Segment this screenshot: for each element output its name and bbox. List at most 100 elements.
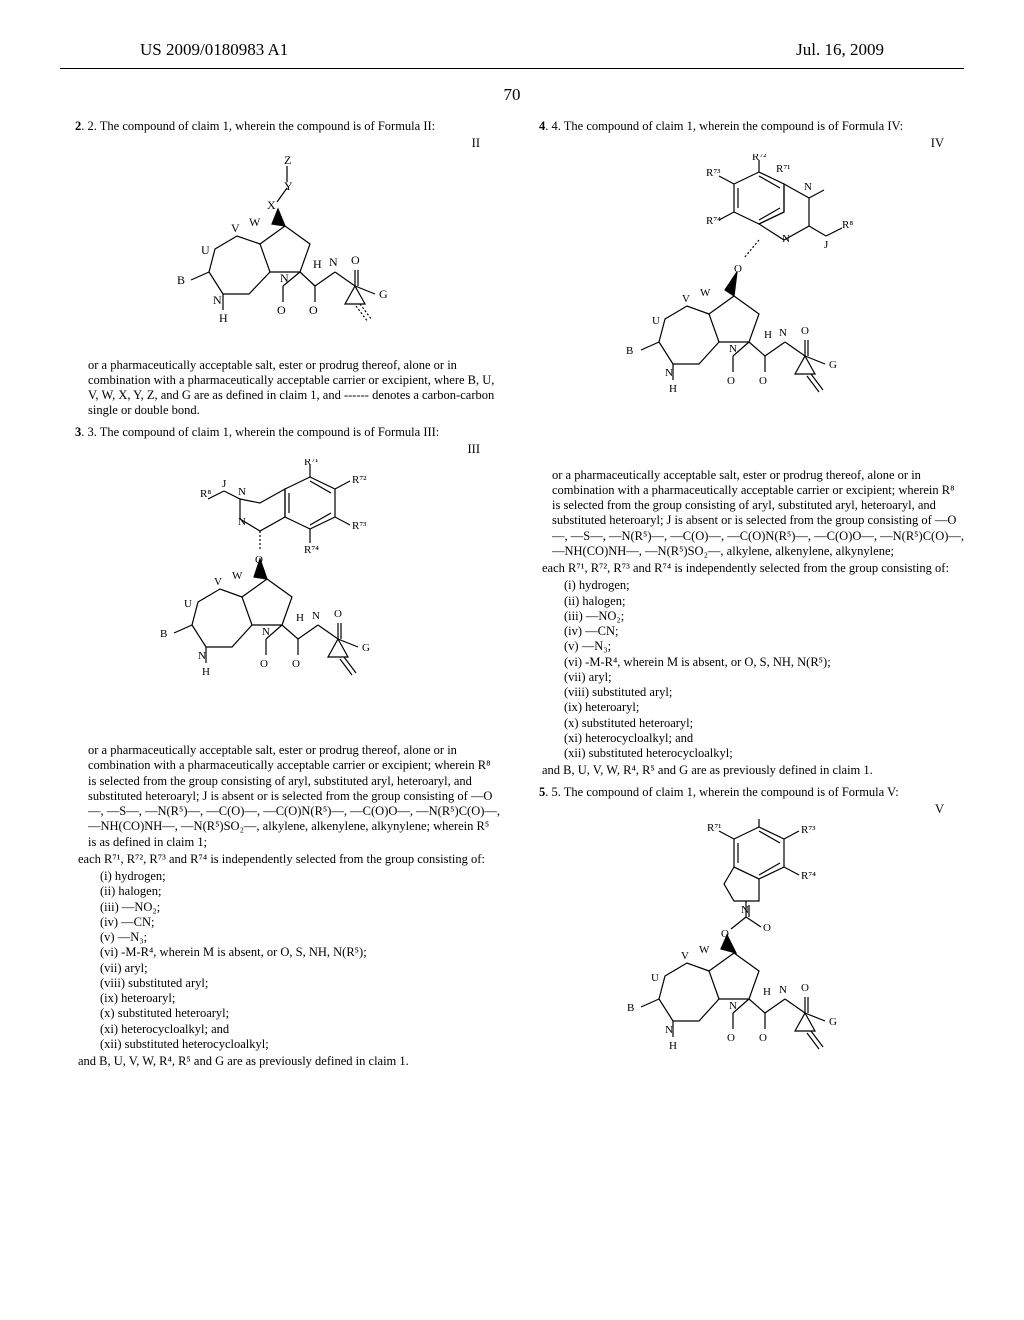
svg-text:N: N <box>312 610 320 622</box>
item: (x) substituted heteroaryl; <box>100 1006 500 1021</box>
item: (ix) heteroaryl; <box>100 991 500 1006</box>
svg-text:N: N <box>329 255 338 269</box>
patent-page: US 2009/0180983 A1 Jul. 16, 2009 70 2. 2… <box>0 0 1024 1093</box>
svg-text:O: O <box>255 554 263 566</box>
svg-text:V: V <box>214 576 222 588</box>
formula-2-svg: Z Y X V W U B H N N H N O O O <box>165 154 395 354</box>
formula-4-label: IV <box>524 136 964 151</box>
item: (iv) —CN; <box>564 624 964 639</box>
svg-text:N: N <box>213 293 222 307</box>
claim-4-body3: and B, U, V, W, R⁴, R⁵ and G are as prev… <box>542 763 964 778</box>
two-columns: 2. 2. The compound of claim 1, wherein t… <box>0 113 1024 1093</box>
claim3-text: 3. The compound of claim 1, wherein the … <box>88 425 440 439</box>
svg-text:V: V <box>681 950 689 962</box>
svg-text:O: O <box>334 608 342 620</box>
svg-text:O: O <box>309 303 318 317</box>
svg-text:U: U <box>201 243 210 257</box>
item: (vi) -M-R⁴, wherein M is absent, or O, S… <box>100 945 500 960</box>
item: (xii) substituted heterocycloalkyl; <box>100 1037 500 1052</box>
item: (vii) aryl; <box>100 961 500 976</box>
claim-3-items: (i) hydrogen; (ii) halogen; (iii) —NO₂; … <box>100 869 500 1052</box>
svg-text:R⁷³: R⁷³ <box>706 167 721 179</box>
svg-text:N: N <box>198 650 206 662</box>
item: (i) hydrogen; <box>100 869 500 884</box>
svg-text:H: H <box>764 329 772 341</box>
formula-5-svg: R⁷¹ R⁷² R⁷³ R⁷⁴ N O O V W U B N H N <box>619 819 869 1089</box>
svg-text:N: N <box>665 1024 673 1036</box>
formula-3-label: III <box>60 442 500 457</box>
item: (iii) —NO₂; <box>564 609 964 624</box>
svg-text:O: O <box>763 922 771 934</box>
claim-2-intro: 2. 2. The compound of claim 1, wherein t… <box>60 119 500 134</box>
svg-text:H: H <box>219 311 228 325</box>
svg-text:H: H <box>763 986 771 998</box>
svg-text:N: N <box>782 233 790 245</box>
formula-4-svg: R⁷² R⁷³ R⁷⁴ R⁷¹ N N J R⁸ O V W U B N <box>614 154 874 464</box>
svg-text:N: N <box>729 343 737 355</box>
svg-text:G: G <box>829 1016 837 1028</box>
item: (vii) aryl; <box>564 670 964 685</box>
page-number: 70 <box>0 69 1024 113</box>
svg-text:O: O <box>801 325 809 337</box>
svg-text:O: O <box>727 1032 735 1044</box>
svg-text:N: N <box>779 984 787 996</box>
svg-text:G: G <box>362 642 370 654</box>
svg-text:N: N <box>665 367 673 379</box>
svg-text:N: N <box>238 486 246 498</box>
claim5-text: 5. The compound of claim 1, wherein the … <box>552 785 899 799</box>
claim-3-body1: or a pharmaceutically acceptable salt, e… <box>88 743 500 850</box>
item: (viii) substituted aryl; <box>100 976 500 991</box>
svg-text:O: O <box>759 1032 767 1044</box>
item: (ii) halogen; <box>100 884 500 899</box>
svg-text:N: N <box>741 904 749 916</box>
svg-text:O: O <box>727 375 735 387</box>
svg-text:O: O <box>734 263 742 275</box>
svg-text:W: W <box>249 215 261 229</box>
item: (ix) heteroaryl; <box>564 700 964 715</box>
svg-text:R⁷¹: R⁷¹ <box>707 822 721 834</box>
svg-text:O: O <box>260 658 268 670</box>
formula-5-diagram: R⁷¹ R⁷² R⁷³ R⁷⁴ N O O V W U B N H N <box>524 819 964 1089</box>
item: (i) hydrogen; <box>564 578 964 593</box>
svg-text:R⁷²: R⁷² <box>752 154 767 163</box>
svg-text:B: B <box>627 1002 634 1014</box>
claim4-text: 4. The compound of claim 1, wherein the … <box>552 119 904 133</box>
item: (v) —N₃; <box>564 639 964 654</box>
svg-text:H: H <box>296 612 304 624</box>
formula-4-diagram: R⁷² R⁷³ R⁷⁴ R⁷¹ N N J R⁸ O V W U B N <box>524 154 964 464</box>
claim-3-intro: 3. 3. The compound of claim 1, wherein t… <box>60 425 500 440</box>
svg-text:W: W <box>700 287 711 299</box>
svg-text:V: V <box>682 293 690 305</box>
formula-3-svg: R⁸ J N N R⁷¹ R⁷² R⁷³ R⁷⁴ O V W U B N <box>150 459 410 739</box>
svg-text:Z: Z <box>284 154 291 167</box>
svg-text:R⁷²: R⁷² <box>751 819 766 822</box>
svg-text:W: W <box>699 944 710 956</box>
item: (vi) -M-R⁴, wherein M is absent, or O, S… <box>564 655 964 670</box>
page-header: US 2009/0180983 A1 Jul. 16, 2009 <box>60 0 964 69</box>
claim-5-intro: 5. 5. The compound of claim 1, wherein t… <box>524 785 964 800</box>
svg-text:H: H <box>669 383 677 395</box>
svg-text:R⁸: R⁸ <box>200 488 211 500</box>
svg-text:J: J <box>222 478 227 490</box>
item: (viii) substituted aryl; <box>564 685 964 700</box>
svg-text:R⁸: R⁸ <box>842 219 853 231</box>
svg-text:O: O <box>801 982 809 994</box>
svg-text:O: O <box>277 303 286 317</box>
svg-text:X: X <box>267 198 276 212</box>
claim-4-body1: or a pharmaceutically acceptable salt, e… <box>552 468 964 560</box>
claim-4-intro: 4. 4. The compound of claim 1, wherein t… <box>524 119 964 134</box>
svg-text:O: O <box>759 375 767 387</box>
svg-text:W: W <box>232 570 243 582</box>
svg-text:R⁷⁴: R⁷⁴ <box>706 215 721 227</box>
svg-text:V: V <box>231 221 240 235</box>
claim-3-body3: and B, U, V, W, R⁴, R⁵ and G are as prev… <box>78 1054 500 1069</box>
svg-text:O: O <box>351 253 360 267</box>
svg-text:R⁷⁴: R⁷⁴ <box>304 544 319 556</box>
item: (ii) halogen; <box>564 594 964 609</box>
item: (xi) heterocycloalkyl; and <box>100 1022 500 1037</box>
svg-text:G: G <box>379 287 388 301</box>
svg-text:J: J <box>824 239 829 251</box>
item: (x) substituted heteroaryl; <box>564 716 964 731</box>
svg-text:B: B <box>626 345 633 357</box>
svg-text:O: O <box>292 658 300 670</box>
